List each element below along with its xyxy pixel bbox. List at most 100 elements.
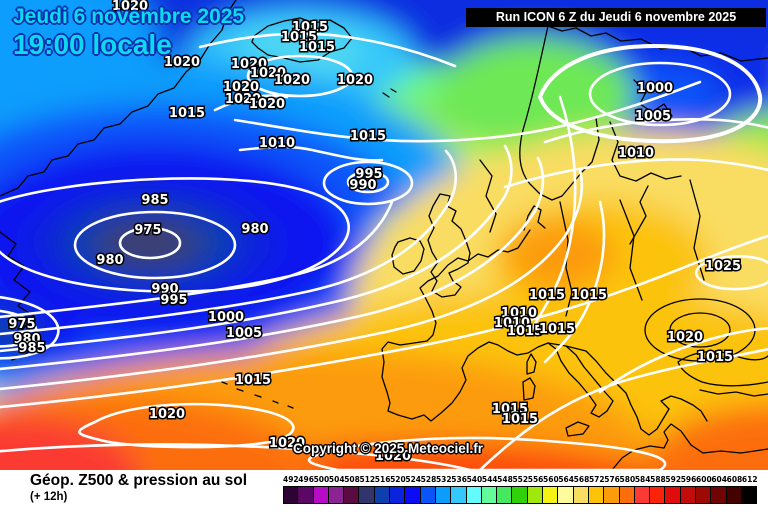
legend-column: 548: [496, 473, 513, 504]
forecast-lead-time: (+ 12h): [30, 491, 68, 503]
isobar-label: 1020: [667, 330, 703, 345]
isobar-label: 1015: [529, 288, 565, 303]
legend-cell: [404, 486, 421, 504]
legend-cell: [526, 486, 544, 504]
legend-column: 528: [419, 473, 437, 504]
legend-value: 576: [604, 475, 620, 484]
isobar-label: 1020: [112, 0, 148, 14]
legend-value: 612: [741, 475, 758, 484]
legend-column: 532: [434, 473, 452, 504]
legend-cell: [740, 486, 758, 504]
legend-cell: [434, 486, 452, 504]
legend-cell: [496, 486, 513, 504]
legend-column: 592: [664, 473, 681, 504]
isobar-label: 1005: [635, 109, 671, 124]
legend-value: 516: [374, 475, 391, 484]
isobar-label: 985: [18, 341, 45, 356]
legend-value: 552: [512, 475, 529, 484]
legend-value: 492: [283, 475, 299, 484]
isobar-label: 990: [349, 178, 376, 193]
isobar-label: 975: [8, 317, 35, 332]
legend-column: 536: [450, 473, 467, 504]
legend-value: 512: [359, 475, 376, 484]
legend-column: 600: [695, 473, 712, 504]
legend-cell: [710, 486, 727, 504]
legend-value: 500: [313, 475, 330, 484]
legend-cell: [465, 486, 482, 504]
isobar-label: 985: [141, 193, 168, 208]
legend-value: 508: [344, 475, 360, 484]
legend-value: 604: [711, 475, 727, 484]
legend-value: 580: [619, 475, 636, 484]
legend-column: 612: [740, 473, 758, 504]
legend-cell: [373, 486, 391, 504]
legend-cell: [618, 486, 635, 504]
legend-cell: [343, 486, 360, 504]
isobar-label: 1010: [494, 316, 530, 331]
color-scale: 492 496 500 504 508 512 516 520 524 528 532 536 540 5…: [283, 473, 758, 504]
isobar-label: 1000: [637, 81, 673, 96]
legend-column: 572: [587, 473, 605, 504]
legend-column: 504: [327, 473, 345, 504]
isobar-label: 1015: [507, 324, 543, 339]
legend-cell: [587, 486, 605, 504]
legend-cell: [480, 486, 498, 504]
legend-column: 512: [358, 473, 376, 504]
legend-cell: [649, 486, 666, 504]
legend-column: 576: [603, 473, 620, 504]
legend-value: 532: [435, 475, 452, 484]
legend-value: 596: [680, 475, 697, 484]
legend-value: 524: [405, 475, 422, 484]
legend-value: 568: [573, 475, 590, 484]
legend-value: 600: [696, 475, 712, 484]
legend-value: 544: [481, 475, 498, 484]
isobar-label: 980: [13, 332, 40, 347]
legend-cell: [557, 486, 574, 504]
isobar-label: 1015: [235, 373, 271, 388]
isobar-label: 1020: [337, 73, 373, 88]
legend-cell: [312, 486, 329, 504]
legend-value: 504: [328, 475, 345, 484]
legend-bar: Géop. Z500 & pression au sol (+ 12h) 492…: [0, 470, 768, 512]
isobar-label: 1015: [492, 402, 528, 417]
map-title: Géop. Z500 & pression au sol: [30, 472, 248, 489]
legend-cell: [664, 486, 681, 504]
legend-cell: [283, 486, 299, 504]
legend-value: 560: [543, 475, 559, 484]
isobar-label: 975: [134, 223, 161, 238]
legend-cell: [327, 486, 345, 504]
isobar-label: 1020: [164, 55, 200, 70]
isobar-label: 1020: [274, 73, 310, 88]
legend-cell: [572, 486, 589, 504]
isobar-label: 1015: [299, 40, 335, 55]
legend-column: 520: [389, 473, 406, 504]
isobar-label: 1020: [375, 449, 411, 464]
isobar-label: 1015: [292, 20, 328, 35]
isobar-label: 1020: [249, 97, 285, 112]
legend-column: 496: [297, 473, 314, 504]
legend-cell: [542, 486, 559, 504]
isobar-label: 995: [160, 293, 187, 308]
isobar-label: 1020: [231, 57, 267, 72]
isobar-label: 1015: [169, 106, 205, 121]
legend-cell: [633, 486, 651, 504]
legend-column: 604: [710, 473, 727, 504]
isobar-label: 980: [241, 222, 268, 237]
legend-value: 564: [558, 475, 574, 484]
legend-value: 528: [420, 475, 437, 484]
legend-column: 560: [542, 473, 559, 504]
legend-value: 588: [650, 475, 666, 484]
isobar-label: 1025: [705, 259, 741, 274]
legend-cell: [725, 486, 742, 504]
legend-value: 548: [497, 475, 513, 484]
legend-cell: [603, 486, 620, 504]
legend-column: 588: [649, 473, 666, 504]
legend-value: 608: [726, 475, 743, 484]
isobar-label: 1015: [281, 30, 317, 45]
isobar-lines: [0, 32, 768, 470]
legend-column: 556: [526, 473, 544, 504]
legend-column: 500: [312, 473, 330, 504]
isobar-label: 995: [355, 167, 382, 182]
isobar-label: 1010: [618, 146, 654, 161]
